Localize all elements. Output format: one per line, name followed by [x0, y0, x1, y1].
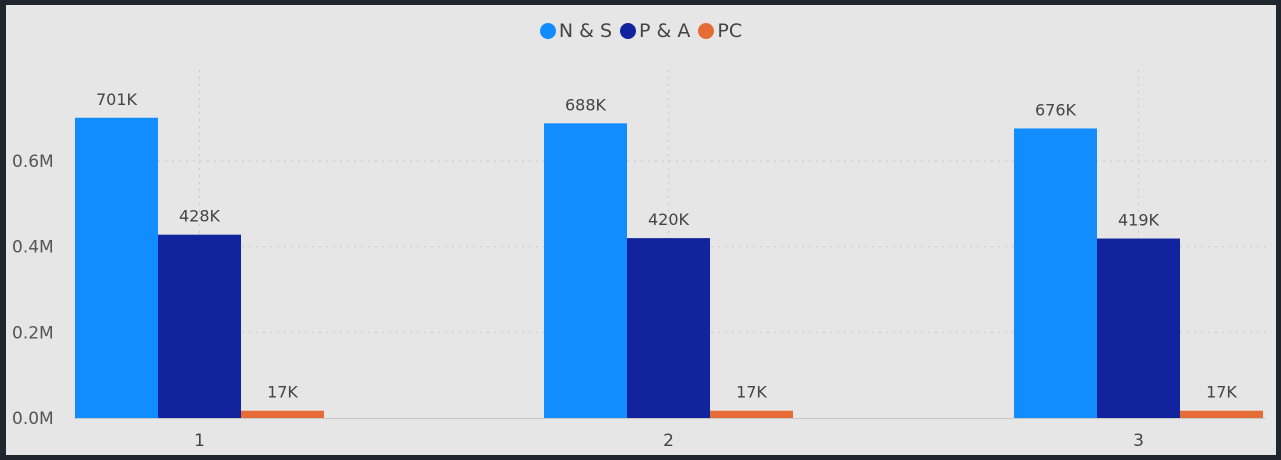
bar[interactable] [241, 410, 324, 418]
x-tick-label: 1 [194, 431, 205, 451]
chart-frame: N & S P & A PC 0.0M 0.2M 0.4M 0.6M 701K 428K 1… [6, 5, 1276, 455]
y-tick-label: 0.0M [12, 409, 54, 429]
data-label: 420K [648, 210, 690, 229]
data-label: 428K [179, 207, 221, 226]
x-tick-label: 3 [1133, 431, 1144, 451]
legend-item-n-s[interactable]: N & S [539, 20, 613, 42]
bar[interactable] [710, 410, 793, 418]
bar[interactable] [627, 238, 710, 418]
legend-label: N & S [558, 20, 613, 42]
y-tick-label: 0.2M [12, 323, 54, 343]
bar[interactable] [544, 123, 627, 419]
data-label: 701K [96, 90, 138, 109]
data-label: 676K [1035, 100, 1077, 119]
data-label: 17K [1206, 383, 1237, 402]
bar[interactable] [1014, 128, 1097, 418]
legend-item-p-a[interactable]: P & A [620, 20, 690, 42]
bar[interactable] [1180, 410, 1263, 418]
data-label: 688K [565, 95, 607, 114]
x-tick-label: 2 [663, 431, 674, 451]
legend-label: PC [717, 20, 743, 42]
legend-item-pc[interactable]: PC [698, 20, 742, 42]
y-tick-label: 0.6M [12, 152, 54, 172]
legend-dot-icon [539, 23, 556, 39]
legend-dot-icon [698, 23, 715, 39]
data-label: 17K [267, 383, 298, 402]
legend: N & S P & A PC [6, 20, 1276, 42]
bar[interactable] [1097, 238, 1180, 418]
bar-chart: 0.0M 0.2M 0.4M 0.6M 701K 428K 17K 1 688K 420K 17K 2… [12, 70, 1266, 451]
y-tick-label: 0.4M [12, 238, 54, 258]
legend-label: P & A [639, 20, 691, 42]
data-label: 17K [736, 383, 767, 402]
bar[interactable] [158, 234, 241, 418]
data-label: 419K [1118, 211, 1160, 230]
legend-dot-icon [620, 23, 637, 39]
bar[interactable] [75, 117, 158, 418]
